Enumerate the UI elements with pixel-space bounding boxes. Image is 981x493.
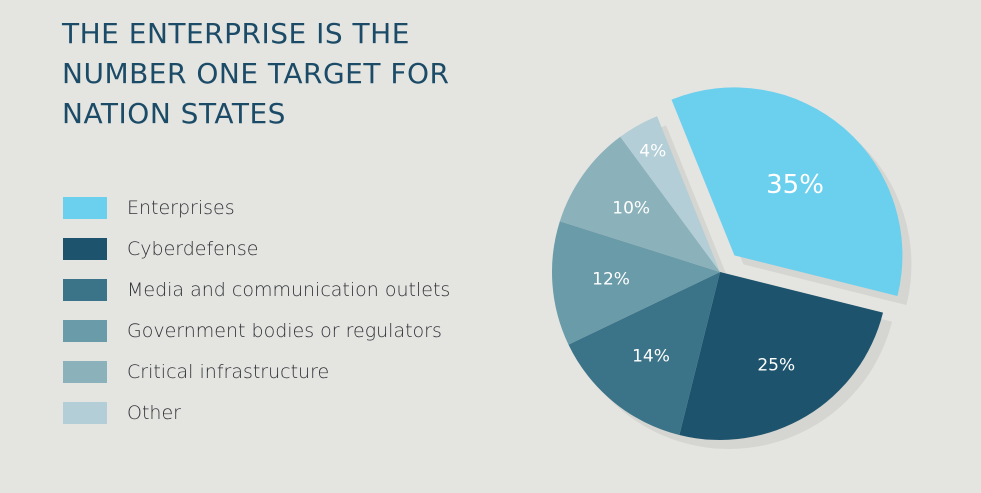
slice-value-label: 12% [592, 270, 630, 290]
legend-label: Government bodies or regulators [127, 319, 442, 342]
pie-slice-media-and-communication-outlets [568, 272, 720, 436]
pie-slice-other [620, 116, 720, 272]
legend-swatch [63, 401, 107, 424]
legend-label: Media and communication outlets [127, 278, 451, 301]
legend-swatch [63, 278, 107, 301]
legend-swatch [63, 196, 107, 219]
legend-item-media: Media and communication outlets [63, 269, 450, 310]
slice-value-label: 25% [757, 356, 795, 376]
legend: Enterprises Cyberdefense Media and commu… [63, 187, 450, 433]
pie-slice-enterprises [671, 87, 903, 297]
title-line-1: THE ENTERPRISE IS THE [62, 17, 410, 50]
legend-item-government: Government bodies or regulators [63, 310, 450, 351]
title-line-2: NUMBER ONE TARGET FOR [62, 57, 450, 90]
legend-swatch [63, 360, 107, 383]
slice-value-label: 14% [632, 347, 670, 367]
title-line-3: NATION STATES [62, 97, 286, 130]
pie-slice-critical-infrastructure [559, 136, 720, 272]
pie-slice-government-bodies-or-regulators [551, 221, 720, 345]
legend-item-enterprises: Enterprises [63, 187, 450, 228]
legend-item-other: Other [63, 392, 450, 433]
legend-label: Enterprises [127, 196, 235, 219]
legend-item-cyberdefense: Cyberdefense [63, 228, 450, 269]
legend-label: Cyberdefense [127, 237, 259, 260]
legend-swatch [63, 319, 107, 342]
slice-value-label: 4% [639, 142, 666, 162]
slice-value-label: 10% [612, 198, 650, 218]
chart-title: THE ENTERPRISE IS THE NUMBER ONE TARGET … [62, 14, 449, 134]
pie-slice-cyberdefense [679, 272, 884, 440]
legend-label: Other [127, 401, 181, 424]
legend-item-critical-infrastructure: Critical infrastructure [63, 351, 450, 392]
legend-label: Critical infrastructure [127, 360, 330, 383]
legend-swatch [63, 237, 107, 260]
slice-value-label: 35% [766, 170, 824, 200]
